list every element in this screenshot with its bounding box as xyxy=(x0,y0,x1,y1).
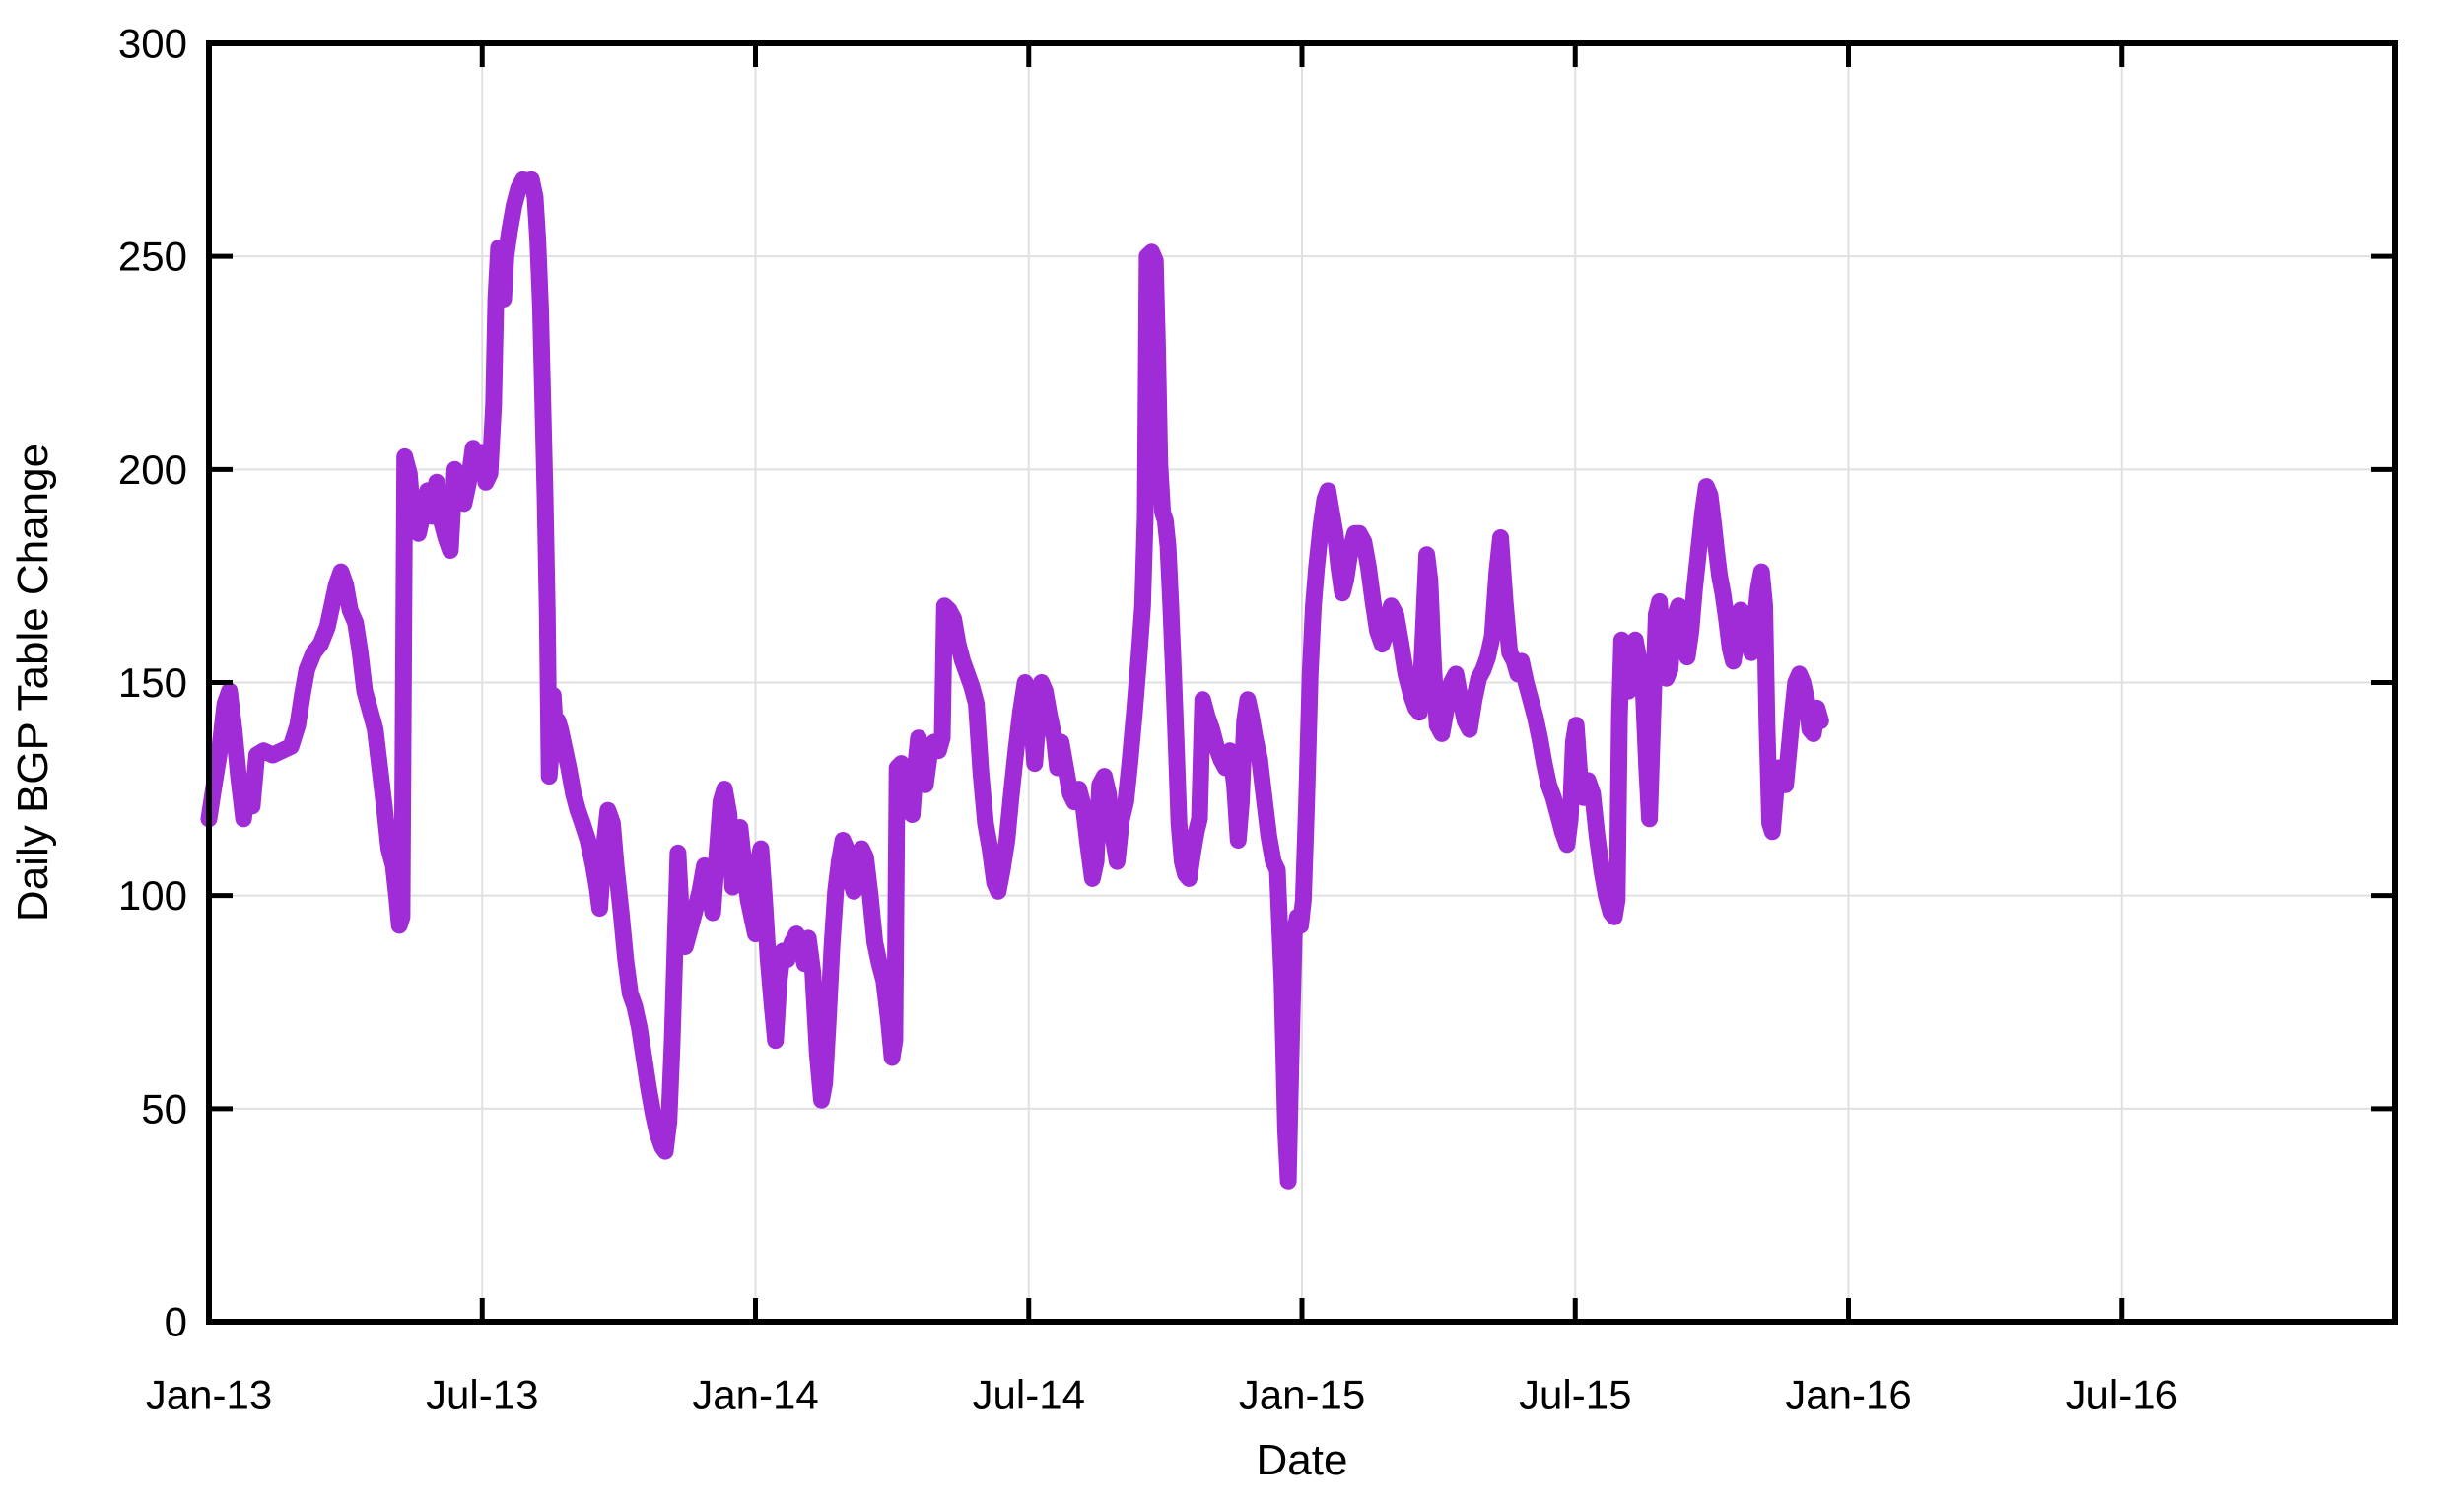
x-tick-label: Jul-15 xyxy=(1519,1372,1631,1418)
grid-layer xyxy=(209,43,2395,1322)
x-axis-title: Date xyxy=(1257,1436,1348,1484)
x-tick-label: Jul-13 xyxy=(426,1372,538,1418)
x-tick-label: Jan-14 xyxy=(692,1372,818,1418)
y-tick-label: 100 xyxy=(118,872,187,919)
y-tick-label: 0 xyxy=(165,1299,187,1345)
y-tick-label: 250 xyxy=(118,234,187,280)
tick-layer xyxy=(206,40,2398,1325)
tick-label-layer: 0 50 100 150 200 250 300 Jan-13 Jul-13 Jan-14 Jul-… xyxy=(118,21,2178,1418)
x-tick-label: Jan-15 xyxy=(1239,1372,1365,1418)
y-tick-label: 300 xyxy=(118,21,187,67)
x-tick-label: Jul-14 xyxy=(973,1372,1085,1418)
y-tick-label: 150 xyxy=(118,659,187,706)
x-tick-label: Jan-13 xyxy=(146,1372,272,1418)
x-tick-label: Jul-16 xyxy=(2066,1372,2178,1418)
y-axis-title: Daily BGP Table Change xyxy=(9,444,57,922)
data-line-daily-bgp-table-change xyxy=(200,171,1829,1190)
y-tick-label: 200 xyxy=(118,446,187,493)
x-tick-label: Jan-16 xyxy=(1785,1372,1911,1418)
y-tick-label: 50 xyxy=(141,1085,187,1131)
